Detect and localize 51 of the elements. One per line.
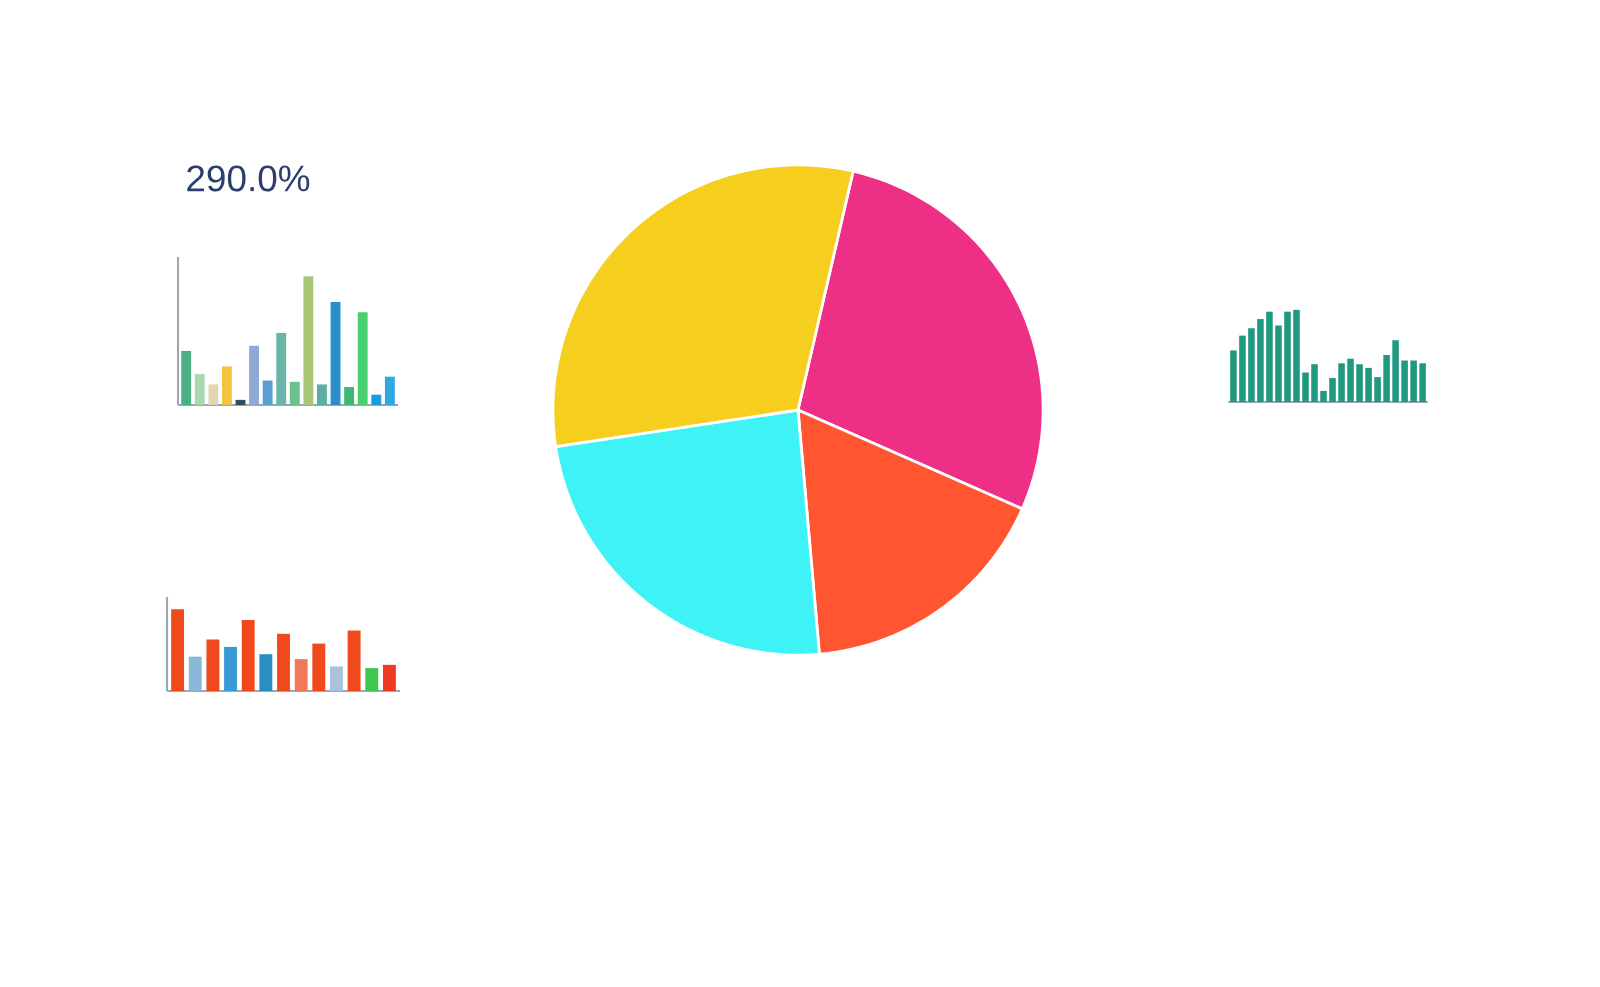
- bar: [382, 664, 396, 691]
- bar: [1410, 360, 1417, 402]
- bar: [384, 376, 395, 405]
- bar: [1230, 350, 1237, 402]
- bar: [206, 639, 220, 691]
- bar: [208, 384, 219, 405]
- bar: [259, 654, 273, 691]
- bar: [1383, 355, 1390, 402]
- bar: [1338, 363, 1345, 402]
- bar: [1293, 309, 1300, 402]
- bar: [194, 374, 205, 405]
- bar: [241, 619, 255, 691]
- bar: [289, 381, 300, 405]
- bar: [262, 380, 273, 405]
- bar: [1419, 363, 1426, 402]
- bar: [249, 345, 260, 405]
- bar: [1392, 340, 1399, 402]
- bar: [1275, 325, 1282, 402]
- bar: [330, 302, 341, 405]
- bar: [171, 609, 185, 691]
- bar: [188, 656, 202, 691]
- bar: [1401, 360, 1408, 402]
- bar: [317, 384, 327, 405]
- bar: [1320, 390, 1327, 402]
- bar: [1311, 364, 1318, 402]
- bar: [357, 312, 368, 405]
- bar: [1284, 311, 1291, 402]
- bar: [181, 350, 192, 405]
- bar: [1257, 319, 1264, 402]
- bar: [224, 646, 237, 691]
- bar: [1266, 311, 1273, 402]
- bar: [1347, 358, 1354, 402]
- bar: [312, 643, 326, 691]
- bar: [1365, 367, 1372, 402]
- bar: [277, 633, 290, 691]
- bar: [347, 630, 361, 691]
- bar: [1356, 364, 1363, 402]
- bar: [344, 386, 355, 405]
- bar: [1374, 377, 1381, 402]
- bar: [221, 366, 232, 405]
- bar: [371, 394, 382, 405]
- bar: [1302, 372, 1309, 402]
- bar: [1329, 378, 1336, 402]
- bar: [365, 668, 379, 691]
- bar: [276, 332, 287, 405]
- bar: [294, 659, 308, 691]
- bar: [303, 276, 314, 405]
- chart-title: 290.0%: [187, 165, 310, 192]
- bar: [1248, 328, 1255, 402]
- bar: [1239, 335, 1246, 402]
- bar: [330, 666, 343, 691]
